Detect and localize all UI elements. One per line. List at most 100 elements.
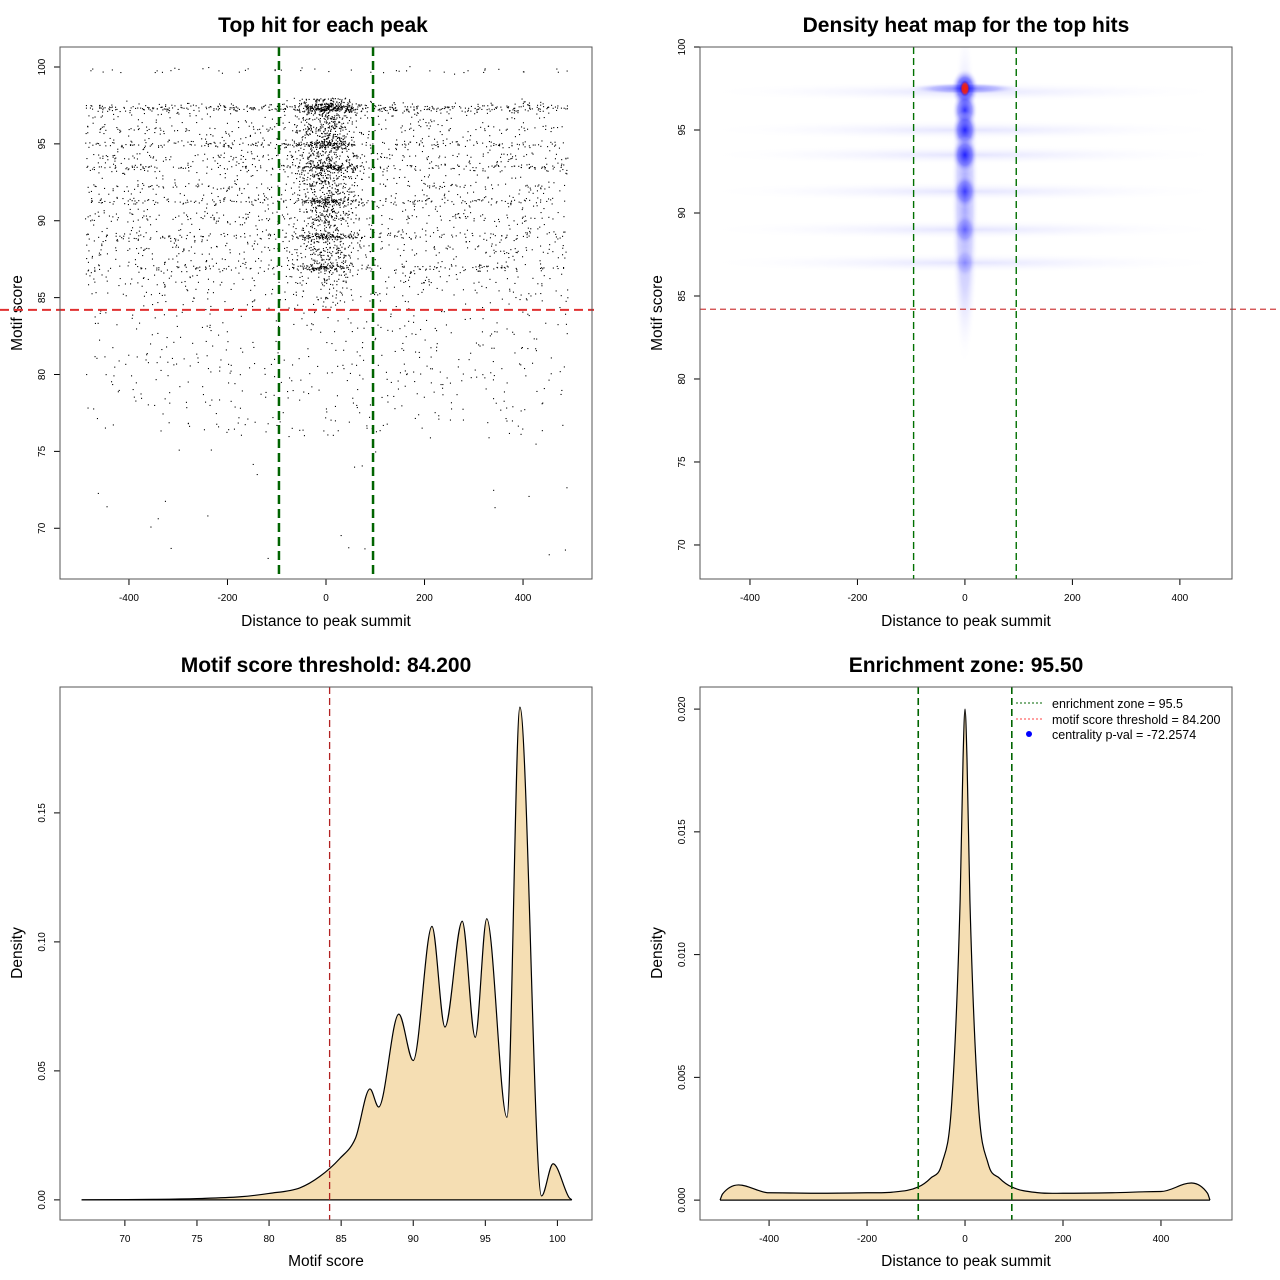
scatter-point — [463, 72, 465, 74]
scatter-point — [109, 166, 111, 168]
scatter-point — [301, 143, 303, 145]
scatter-point — [553, 182, 555, 184]
scatter-point — [174, 130, 176, 132]
scatter-point — [468, 161, 470, 163]
scatter-point — [350, 200, 352, 202]
scatter-point — [318, 215, 320, 217]
scatter-point — [211, 168, 213, 170]
scatter-point — [141, 122, 143, 124]
scatter-point — [522, 428, 524, 430]
scatter-point — [321, 236, 323, 238]
scatter-point — [306, 118, 308, 120]
scatter-point — [322, 239, 324, 241]
scatter-point — [400, 127, 402, 129]
scatter-point — [287, 397, 289, 399]
scatter-point — [548, 186, 550, 188]
scatter-point — [511, 144, 513, 146]
scatter-point — [349, 99, 351, 101]
scatter-point — [127, 200, 129, 202]
scatter-point — [413, 321, 415, 323]
scatter-point — [319, 254, 321, 256]
scatter-point — [350, 262, 352, 264]
scatter-point — [332, 211, 334, 213]
scatter-point — [298, 166, 300, 168]
scatter-point — [140, 234, 142, 236]
scatter-point — [183, 249, 185, 251]
scatter-point — [325, 241, 327, 243]
scatter-point — [326, 211, 328, 213]
scatter-point — [348, 130, 350, 132]
scatter-point — [353, 234, 355, 236]
scatter-point — [322, 177, 324, 179]
scatter-point — [111, 381, 113, 383]
scatter-point — [376, 153, 378, 155]
scatter-point — [322, 181, 324, 183]
scatter-point — [133, 157, 135, 159]
scatter-point — [370, 153, 372, 155]
scatter-point — [89, 169, 91, 171]
scatter-point — [281, 165, 283, 167]
scatter-point — [199, 270, 201, 272]
scatter-point — [334, 122, 336, 124]
scatter-point — [319, 212, 321, 214]
scatter-point — [341, 167, 343, 169]
scatter-point — [374, 264, 376, 266]
scatter-point — [323, 143, 325, 145]
scatter-point — [563, 107, 565, 109]
scatter-point — [548, 181, 550, 183]
scatter-point — [207, 292, 209, 294]
scatter-point — [404, 275, 406, 277]
scatter-point — [452, 167, 454, 169]
scatter-point — [124, 203, 126, 205]
scatter-point — [264, 195, 266, 197]
scatter-point — [328, 276, 330, 278]
scatter-point — [331, 103, 333, 105]
scatter-point — [330, 159, 332, 161]
scatter-point — [413, 109, 415, 111]
scatter-point — [333, 193, 335, 195]
scatter-point — [152, 188, 154, 190]
scatter-point — [93, 166, 95, 168]
scatter-point — [541, 267, 543, 269]
scatter-point — [244, 236, 246, 238]
scatter-point — [327, 202, 329, 204]
scatter-point — [310, 128, 312, 130]
scatter-point — [309, 109, 311, 111]
scatter-point — [521, 347, 523, 349]
scatter-point — [115, 166, 117, 168]
scatter-point — [505, 183, 507, 185]
scatter-point — [306, 245, 308, 247]
scatter-point — [242, 351, 244, 353]
scatter-point — [521, 222, 523, 224]
scatter-point — [87, 165, 89, 167]
scatter-point — [554, 106, 556, 108]
scatter-point — [153, 265, 155, 267]
scatter-point — [322, 164, 324, 166]
scatter-point — [327, 165, 329, 167]
scatter-point — [421, 427, 423, 429]
scatter-point — [322, 165, 324, 167]
scatter-point — [512, 156, 514, 158]
scatter-point — [312, 221, 314, 223]
scatter-point — [127, 190, 129, 192]
scatter-point — [107, 156, 109, 158]
scatter-point — [509, 290, 511, 292]
scatter-point — [328, 259, 330, 261]
scatter-point — [336, 149, 338, 151]
scatter-point — [316, 144, 318, 146]
scatter-point — [330, 237, 332, 239]
scatter-point — [347, 225, 349, 227]
scatter-point — [303, 107, 305, 109]
scatter-point — [335, 217, 337, 219]
scatter-point — [462, 289, 464, 291]
scatter-point — [484, 377, 486, 379]
scatter-point — [543, 208, 545, 210]
scatter-point — [162, 160, 164, 162]
scatter-point — [336, 178, 338, 180]
scatter-point — [313, 241, 315, 243]
scatter-point — [495, 251, 497, 253]
scatter-point — [269, 218, 271, 220]
scatter-point — [314, 107, 316, 109]
scatter-point — [530, 217, 532, 219]
scatter-point — [380, 267, 382, 269]
